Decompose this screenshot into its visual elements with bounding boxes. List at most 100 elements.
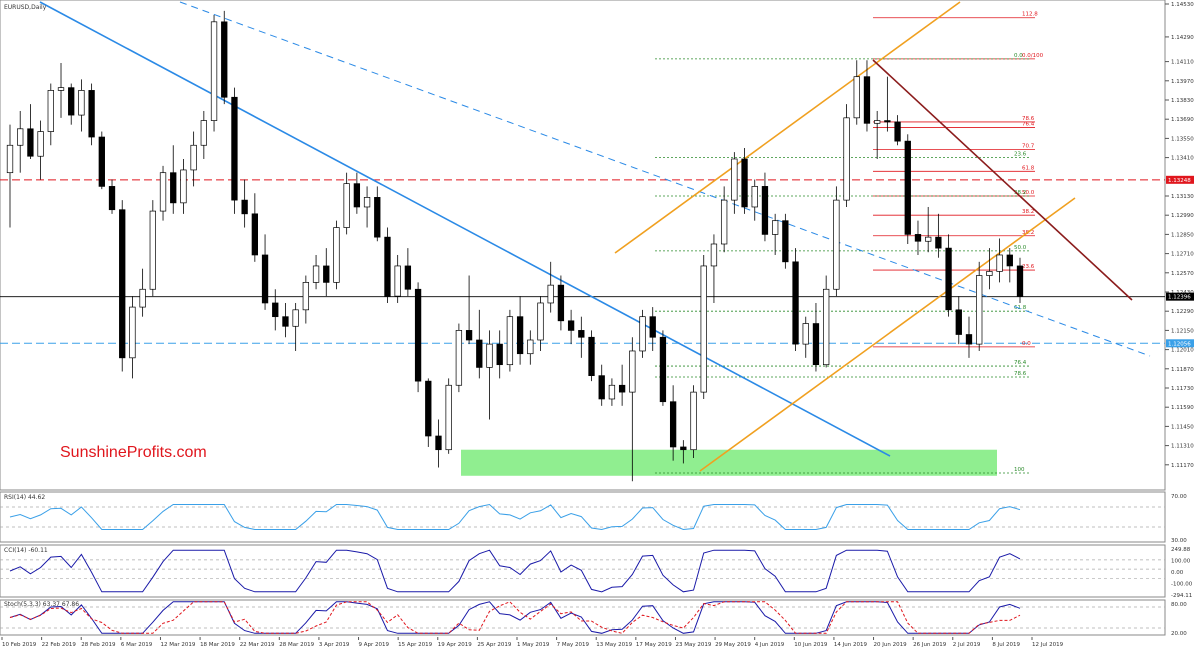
x-tick-label: 8 Jul 2019 [992, 642, 1020, 648]
cci-tick-label: -294.11 [1171, 593, 1192, 599]
x-tick-label: 13 May 2019 [596, 642, 632, 648]
candle-body [455, 330, 463, 386]
candle-body [904, 140, 911, 235]
y-tick-label: 1.12290 [1171, 309, 1194, 315]
cci-frame [0, 544, 1166, 598]
price-tag-label: 1.12056 [1168, 341, 1191, 347]
candle-body [496, 343, 503, 366]
candle-body [567, 320, 575, 331]
cci-tick-label: 0.00 [1171, 570, 1184, 576]
watermark: SunshineProfits.com [60, 444, 207, 461]
fib-green-label: 76.4 [1014, 360, 1027, 366]
y-tick-label: 1.14290 [1171, 35, 1194, 41]
y-tick-label: 1.11870 [1171, 367, 1194, 373]
x-axis: 10 Feb 2019 22 Feb 2019 28 Feb 2019 6 Mar 2… [1, 637, 1064, 648]
candle-body [37, 131, 44, 157]
y-tick-label: 1.11170 [1171, 463, 1194, 469]
candle-body [414, 288, 422, 382]
x-tick-label: 2 Jul 2019 [953, 642, 981, 648]
candle-body [792, 261, 799, 345]
chart-title: EURUSD,Daily [4, 4, 47, 11]
candle-body [925, 236, 932, 242]
y-tick-label: 1.12710 [1171, 252, 1194, 258]
x-tick-label: 28 Mar 2019 [279, 642, 314, 648]
candle-body [874, 120, 881, 124]
y-tick-label: 1.11590 [1171, 405, 1194, 411]
candle-body [353, 183, 361, 208]
candle-body [1006, 254, 1013, 267]
rsi-panel: 70.00 30.00 [0, 491, 1187, 544]
candle-body [445, 384, 452, 451]
candle-body [384, 236, 391, 297]
x-tick-label: 10 Feb 2019 [2, 642, 37, 648]
y-tick-label: 1.11450 [1171, 424, 1194, 430]
candle-body [690, 391, 697, 451]
y-tick-label: 1.11730 [1171, 386, 1194, 392]
cci-tick-label: -100.00 [1171, 582, 1193, 588]
candle-body [78, 90, 85, 116]
candle-body [955, 309, 962, 335]
fib-green-label: 38.2 [1014, 190, 1026, 196]
candle-body [894, 121, 901, 142]
candle-body [751, 186, 758, 208]
x-tick-label: 7 May 2019 [557, 642, 590, 648]
candle-body [241, 199, 248, 215]
stochastic-panel: 80.00 20.00 [0, 599, 1187, 637]
x-tick-label: 18 Mar 2019 [200, 642, 235, 648]
candle-body [57, 87, 65, 91]
candle-body [853, 76, 860, 119]
candle-body [710, 243, 718, 267]
y-tick-label: 1.13550 [1171, 136, 1194, 142]
candle-body [863, 76, 871, 124]
fib-red-label: 61.8 [1022, 165, 1035, 171]
candle-body [159, 172, 167, 212]
channel-upper [614, 1, 961, 254]
cci-panel: 249.88 100.00 0.00 -100.00 -294.11 [0, 544, 1193, 599]
candle-body [465, 330, 473, 341]
candle-body [843, 117, 850, 201]
candle-body [782, 220, 789, 263]
stoch-tick-label: 20.00 [1171, 631, 1187, 637]
candle-body [731, 158, 738, 201]
candle-body [292, 309, 299, 327]
candle-body [17, 128, 24, 146]
candle-body [129, 306, 136, 359]
candle-body [935, 236, 942, 249]
support-zone [461, 449, 997, 476]
candle-body [720, 199, 728, 245]
candle-body [231, 96, 238, 201]
y-tick-label: 1.12010 [1171, 348, 1194, 354]
y-tick-label: 1.13970 [1171, 79, 1194, 85]
candle-body [68, 87, 75, 116]
candle-body [139, 288, 146, 308]
candle-body [976, 275, 983, 345]
candle-body [425, 380, 432, 437]
candle-body [47, 90, 54, 132]
candle-body [527, 339, 534, 355]
candle-body [312, 265, 320, 283]
candle-body [680, 446, 687, 451]
fib-red-label: 23.6 [1022, 264, 1035, 270]
fib-red-label: 78.6 [1022, 116, 1035, 122]
candle-body [476, 339, 483, 368]
candle-body [88, 90, 95, 138]
fib-green-label: 100 [1014, 467, 1025, 473]
price-tag [1166, 175, 1194, 184]
y-tick-label: 1.14530 [1171, 2, 1194, 8]
fib-red-label: 50.0 [1022, 190, 1035, 196]
downtrend-line [39, 1, 891, 457]
candle-body [394, 265, 401, 297]
candle-body [210, 21, 218, 121]
candle-body [302, 282, 310, 311]
candle-body [700, 265, 707, 393]
rsi-frame [0, 491, 1166, 543]
fib-green-label: 50.0 [1014, 245, 1027, 251]
price-frame [0, 0, 1166, 491]
x-tick-label: 12 Mar 2019 [160, 642, 195, 648]
candle-body [608, 384, 616, 400]
candle-body [629, 350, 636, 393]
fib-red-label: 70.7 [1022, 143, 1035, 149]
short-downtrend-line [872, 59, 1133, 301]
candle-body [170, 172, 177, 204]
candle-body [771, 220, 779, 235]
